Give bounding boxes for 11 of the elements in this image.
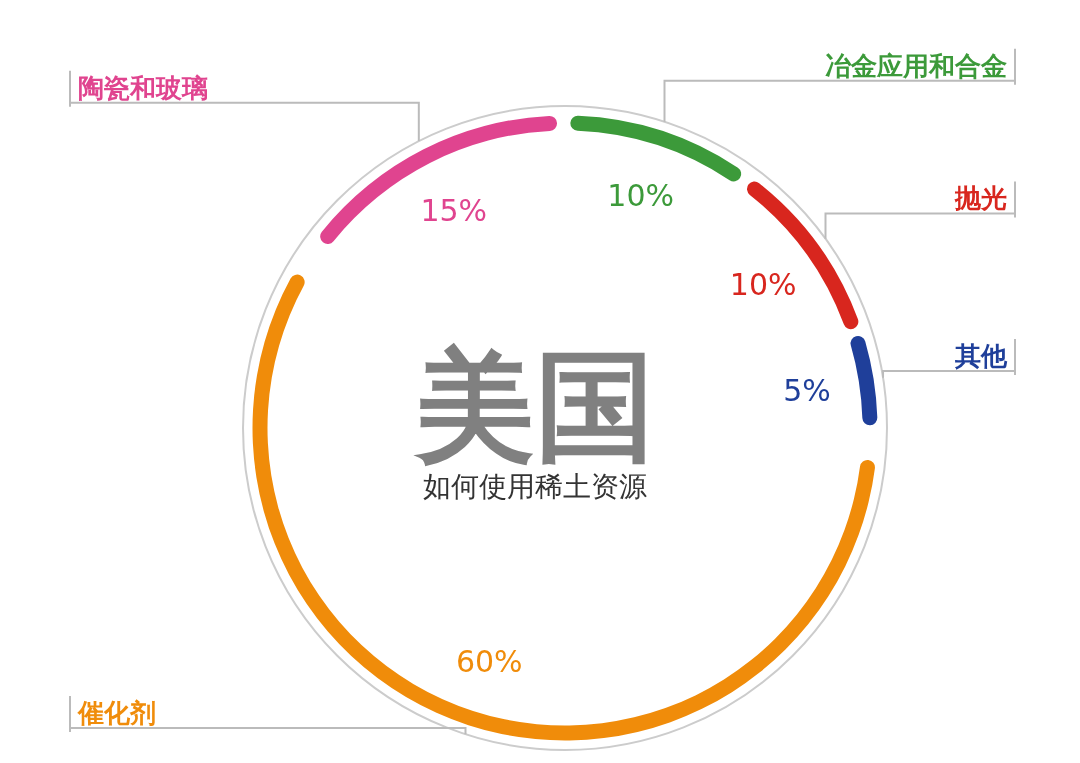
data-label: 15% (420, 192, 488, 228)
slice-label: 抛光 (954, 183, 1007, 214)
slice-label: 冶金应用和合金 (825, 50, 1007, 81)
slice-label: 其他 (954, 340, 1008, 371)
data-label: 10% (607, 177, 675, 213)
slice-label: 陶瓷和玻璃 (78, 72, 208, 103)
text: 如何使用稀土资源 (423, 470, 647, 503)
data-label: 60% (455, 644, 523, 680)
slice-label: 催化剂 (77, 698, 156, 728)
data-label: 10% (729, 266, 797, 302)
data-label: 5% (783, 372, 831, 408)
